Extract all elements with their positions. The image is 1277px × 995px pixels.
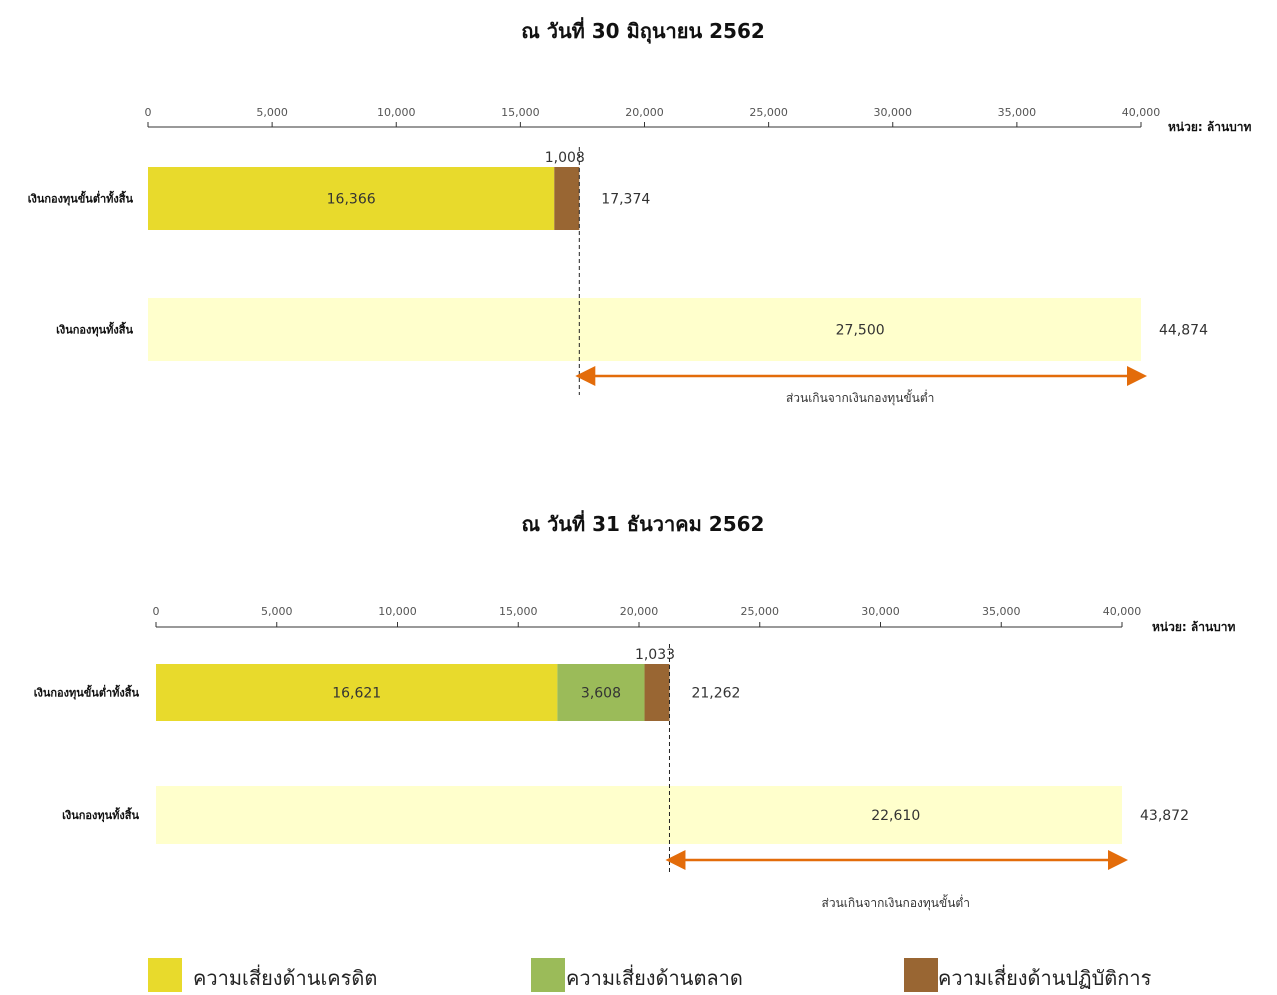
chart-title: ณ วันที่ 31 ธันวาคม 2562 <box>522 509 765 536</box>
x-tick-label: 15,000 <box>501 106 540 119</box>
data-label-operational: 1,033 <box>635 647 675 663</box>
bar-operational <box>554 167 580 230</box>
x-tick-label: 35,000 <box>982 605 1021 618</box>
excess-note: ส่วนเกินจากเงินกองทุนขั้นต่ำ <box>822 894 970 911</box>
x-tick-label: 25,000 <box>749 106 788 119</box>
data-label-credit: 16,621 <box>332 686 381 702</box>
data-label-excess: 27,500 <box>836 323 885 339</box>
bar-capital-total <box>148 298 1141 361</box>
legend-label-market: ความเสี่ยงด้านตลาด <box>566 964 743 990</box>
x-tick-label: 10,000 <box>378 605 417 618</box>
data-label-capital-total: 43,872 <box>1140 808 1189 824</box>
data-label-market: 3,608 <box>581 686 621 702</box>
legend: ความเสี่ยงด้านเครดิต ความเสี่ยงด้านตลาด … <box>148 958 1152 992</box>
unit-label: หน่วย: ล้านบาท <box>1152 620 1236 634</box>
x-tick-label: 5,000 <box>256 106 288 119</box>
data-label-excess: 22,610 <box>871 808 920 824</box>
x-tick-label: 30,000 <box>861 605 900 618</box>
data-label-credit: 16,366 <box>327 192 376 208</box>
data-label-operational: 1,008 <box>545 150 585 166</box>
data-label-capital-total: 44,874 <box>1159 323 1208 339</box>
x-tick-label: 20,000 <box>625 106 664 119</box>
unit-label: หน่วย: ล้านบาท <box>1168 120 1252 134</box>
x-tick-label: 35,000 <box>998 106 1037 119</box>
x-tick-label: 5,000 <box>261 605 293 618</box>
category-label-capital: เงินกองทุนทั้งสิ้น <box>62 807 139 823</box>
chart-panel-1: ณ วันที่ 30 มิถุนายน 2562 0 5,000 10,000 15,… <box>28 16 1252 406</box>
category-label-requirement: เงินกองทุนขั้นต่ำทั้งสิ้น <box>28 191 134 207</box>
x-tick-label: 20,000 <box>620 605 659 618</box>
legend-label-credit: ความเสี่ยงด้านเครดิต <box>193 964 377 990</box>
bar-operational <box>644 664 670 721</box>
x-tick-label: 30,000 <box>874 106 913 119</box>
x-tick-label: 15,000 <box>499 605 538 618</box>
data-label-requirement-total: 17,374 <box>601 192 650 208</box>
x-tick-label: 10,000 <box>377 106 416 119</box>
legend-swatch-operational <box>904 958 938 992</box>
bar-market <box>557 664 645 721</box>
excess-note: ส่วนเกินจากเงินกองทุนขั้นต่ำ <box>786 389 934 406</box>
x-tick-label: 25,000 <box>741 605 780 618</box>
category-label-capital: เงินกองทุนทั้งสิ้น <box>56 322 133 338</box>
bar-credit <box>148 167 555 230</box>
x-tick-label: 40,000 <box>1103 605 1142 618</box>
legend-label-operational: ความเสี่ยงด้านปฏิบัติการ <box>938 964 1152 990</box>
x-tick-label: 40,000 <box>1122 106 1161 119</box>
bar-credit <box>156 664 558 721</box>
chart-title: ณ วันที่ 30 มิถุนายน 2562 <box>521 16 765 44</box>
bar-capital-total <box>156 786 1122 844</box>
data-label-requirement-total: 21,262 <box>691 686 740 702</box>
chart-panel-2: ณ วันที่ 31 ธันวาคม 2562 0 5,000 10,000 15,0… <box>34 509 1236 911</box>
legend-swatch-credit <box>148 958 182 992</box>
x-tick-label: 0 <box>145 106 152 119</box>
category-label-requirement: เงินกองทุนขั้นต่ำทั้งสิ้น <box>34 685 140 701</box>
x-tick-label: 0 <box>153 605 160 618</box>
legend-swatch-market <box>531 958 565 992</box>
